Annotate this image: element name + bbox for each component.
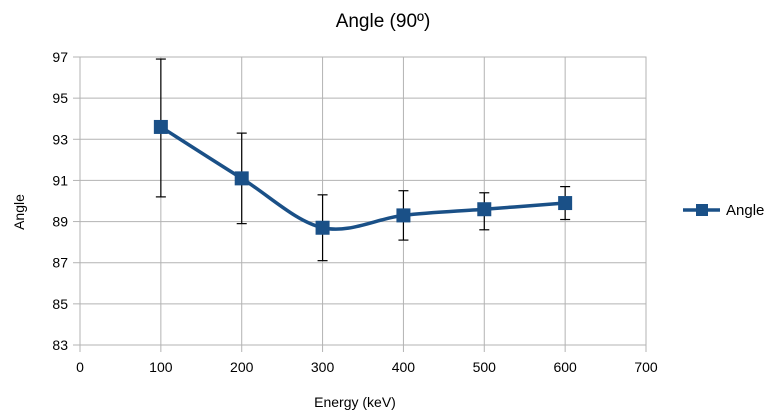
x-tick-label: 100 [149,359,173,375]
data-point-marker [396,208,411,223]
x-axis-ticks: 0 100 200 300 400 500 600 700 [76,345,658,375]
x-tick-label: 400 [392,359,416,375]
y-tick-label: 93 [52,131,68,147]
x-tick-label: 0 [76,359,84,375]
y-tick-label: 83 [52,337,68,353]
y-tick-label: 95 [52,90,68,106]
y-tick-label: 97 [52,49,68,65]
x-tick-label: 500 [473,359,497,375]
y-axis-ticks: 83 85 87 89 91 93 95 97 [52,49,80,353]
chart-title: Angle (90º) [336,11,431,32]
legend: Angle [683,202,764,219]
data-point-marker [477,202,492,217]
y-tick-label: 87 [52,255,68,271]
y-tick-label: 85 [52,296,68,312]
x-tick-label: 600 [553,359,577,375]
data-point-marker [315,220,330,235]
x-axis-label: Energy (keV) [314,394,396,410]
series-lines [159,125,566,231]
plot-area-frame [79,56,647,346]
y-axis-label: Angle [11,194,27,230]
y-tick-label: 89 [52,214,68,230]
data-point-marker [234,171,249,186]
series-line-angle [159,125,566,231]
x-tick-label: 700 [634,359,658,375]
y-tick-label: 91 [52,172,68,188]
x-tick-label: 300 [311,359,335,375]
data-point-marker [558,196,573,211]
x-tick-label: 200 [230,359,254,375]
data-points [153,119,573,235]
error-bars [155,58,571,262]
legend-entry-angle: Angle [726,202,764,219]
data-point-marker [153,119,168,134]
legend-marker-swatch [696,204,708,216]
